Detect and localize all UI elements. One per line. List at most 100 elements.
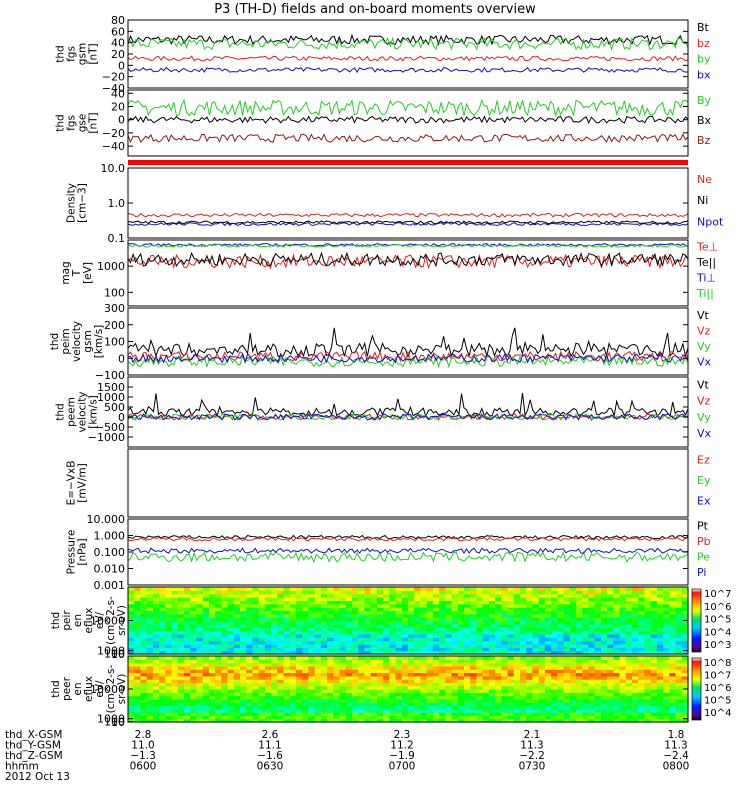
heatmap-cell [663, 603, 670, 608]
heatmap-cell [258, 702, 266, 707]
heatmap-cell [320, 627, 328, 632]
heatmap-cell [619, 617, 627, 622]
heatmap-cell [140, 610, 148, 615]
heatmap-cell [283, 685, 291, 690]
heatmap-cell [625, 702, 633, 707]
heatmap-cell [619, 665, 627, 670]
heatmap-cell [569, 698, 577, 703]
heatmap-cell [395, 692, 403, 697]
heatmap-cell [669, 613, 677, 618]
heatmap-cell [339, 620, 347, 625]
heatmap-cell [333, 623, 341, 628]
heatmap-cell [420, 610, 428, 615]
heatmap-cell [364, 665, 372, 670]
heatmap-cell [339, 689, 347, 693]
heatmap-cell [576, 650, 583, 655]
heatmap-cell [246, 698, 254, 703]
heatmap-cell [656, 656, 664, 660]
heatmap-cell [495, 685, 502, 690]
heatmap-cell [376, 650, 384, 655]
heatmap-cell [358, 587, 366, 591]
heatmap-cell [644, 607, 652, 612]
heatmap-cell [414, 643, 422, 648]
heatmap-cell [408, 718, 415, 723]
heatmap-cell [613, 630, 621, 635]
heatmap-cell [476, 675, 484, 680]
heatmap-cell [370, 702, 378, 707]
heatmap-cell [302, 630, 310, 635]
heatmap-cell [470, 650, 478, 655]
heatmap-cell [221, 679, 229, 683]
heatmap-cell [420, 659, 428, 664]
heatmap-cell [607, 650, 614, 655]
heatmap-cell [488, 712, 496, 716]
heatmap-cell [128, 675, 135, 680]
heatmap-cell [171, 662, 179, 667]
heatmap-cell [208, 607, 216, 612]
heatmap-cell [190, 705, 198, 710]
heatmap-cell [184, 712, 191, 716]
heatmap-cell [227, 715, 235, 720]
heatmap-cell [277, 620, 285, 625]
heatmap-cell [184, 682, 191, 687]
heatmap-cell [252, 590, 260, 595]
heatmap-cell [408, 685, 415, 690]
heatmap-cell [432, 708, 440, 713]
heatmap-cell [215, 617, 222, 622]
heatmap-cell [625, 665, 633, 670]
heatmap-cell [501, 669, 509, 674]
heatmap-cell [345, 656, 353, 660]
heatmap-cell [457, 587, 465, 591]
heatmap-cell [594, 682, 602, 687]
heatmap-cell [439, 662, 446, 667]
heatmap-cell [607, 669, 614, 674]
heatmap-cell [320, 603, 328, 608]
heatmap-cell [333, 695, 341, 700]
heatmap-cell [482, 613, 490, 618]
heatmap-cell [656, 672, 664, 677]
heatmap-cell [488, 603, 496, 608]
heatmap-cell [283, 702, 291, 707]
heatmap-cell [650, 613, 658, 618]
heatmap-cell [202, 637, 210, 642]
heatmap-cell [495, 620, 502, 625]
heatmap-cell [426, 698, 434, 703]
heatmap-cell [507, 597, 515, 601]
heatmap-cell [277, 593, 285, 598]
heatmap-cell [264, 689, 272, 693]
heatmap-cell [638, 665, 646, 670]
heatmap-cell [576, 633, 583, 638]
heatmap-cell [283, 617, 291, 622]
heatmap-cell [233, 715, 241, 720]
heatmap-cell [277, 597, 285, 601]
heatmap-cell [451, 587, 459, 591]
heatmap-cell [352, 672, 359, 677]
heatmap-cell [190, 590, 198, 595]
y-axis-label: en [72, 682, 84, 695]
heatmap-cell [576, 640, 583, 645]
y-tick-label: 10 [111, 716, 125, 729]
heatmap-cell [432, 587, 440, 591]
heatmap-cell [376, 603, 384, 608]
heatmap-cell [364, 613, 372, 618]
heatmap-cell [613, 659, 621, 664]
heatmap-cell [476, 708, 484, 713]
heatmap-cell [632, 650, 639, 655]
heatmap-cell [352, 610, 359, 615]
heatmap-cell [233, 640, 241, 645]
heatmap-cell [352, 630, 359, 635]
heatmap-cell [600, 640, 608, 645]
heatmap-cell [432, 692, 440, 697]
heatmap-cell [669, 587, 677, 591]
heatmap-cell [656, 702, 664, 707]
heatmap-cell [389, 607, 397, 612]
heatmap-cell [488, 656, 496, 660]
heatmap-cell [544, 623, 552, 628]
heatmap-cell [383, 623, 390, 628]
heatmap-cell [681, 705, 689, 710]
heatmap-cell [252, 669, 260, 674]
series-line-peim_velocity-0 [127, 327, 689, 359]
heatmap-cell [607, 662, 614, 667]
y-axis-label: Density [66, 183, 78, 223]
heatmap-cell [196, 679, 204, 683]
